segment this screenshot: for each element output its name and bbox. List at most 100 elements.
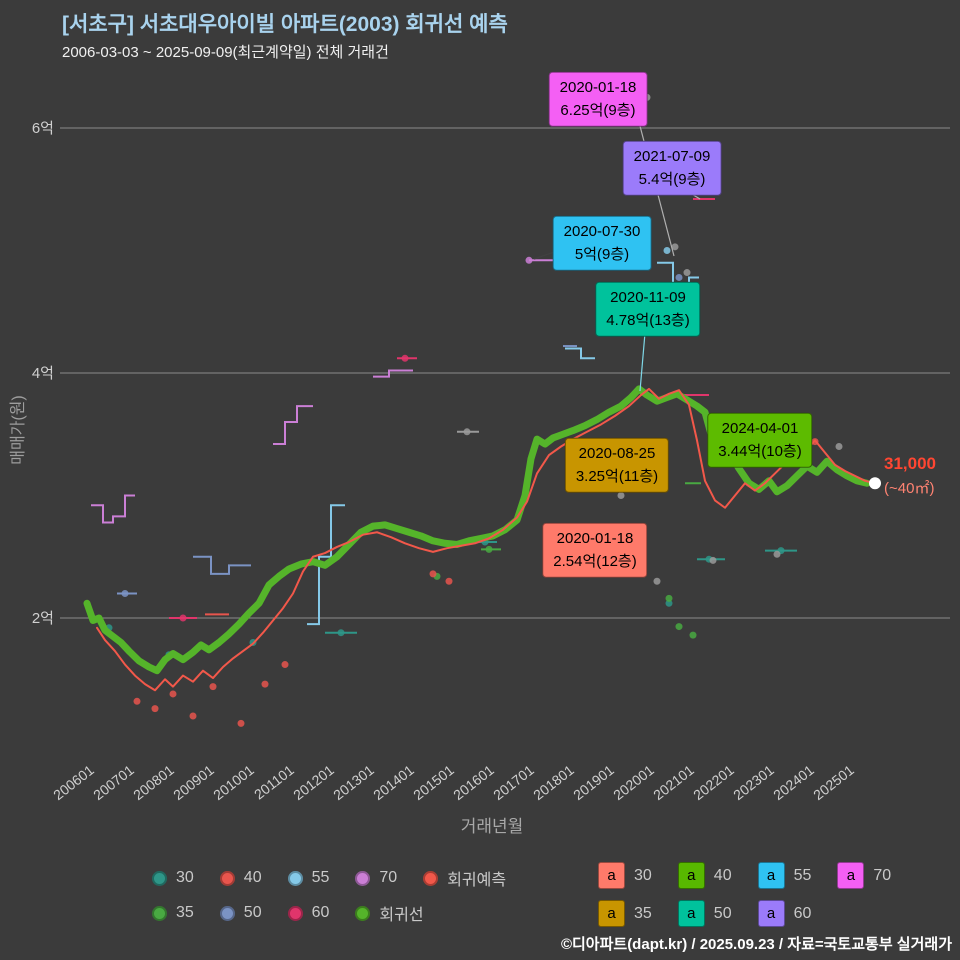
annotation-date: 2020-08-25 (578, 444, 656, 462)
annotation-legend: a 30 a 40 a 55 a 70 a 35 a 50 (598, 862, 891, 938)
series-marker-icon (219, 870, 235, 886)
swatch-item-40: a 40 (677, 862, 732, 889)
annotation-price: 5억(9층) (574, 246, 630, 263)
series-marker-icon (287, 870, 303, 886)
legend-item-30: 30 (152, 869, 194, 887)
series-marker-icon (219, 905, 235, 921)
scatter-segment-size-70 (91, 494, 135, 524)
x-tick-label: 202201 (690, 762, 737, 804)
annotation-swatch-icon: a (757, 862, 785, 889)
x-tick-label: 202501 (810, 762, 857, 804)
scatter-dot-size-40 (133, 697, 141, 705)
scatter-dot-size-50 (121, 590, 129, 597)
x-tick-label: 202101 (650, 762, 697, 804)
swatch-item-55: a 55 (757, 862, 811, 889)
annotation-callout: 2020-01-18 6.25억(9층) (548, 71, 648, 127)
series-marker-icon (355, 905, 371, 921)
legend-item-50: 50 (219, 904, 262, 922)
scatter-dot-size-60 (179, 614, 187, 622)
latest-price-area: (~40㎡) (884, 480, 935, 497)
scatter-segment-size-70 (273, 405, 313, 446)
scatter-dot-misc (835, 443, 843, 450)
series-marker-icon (423, 870, 439, 886)
scatter-dot-size-35 (485, 545, 493, 553)
scatter-dot-size-40 (189, 712, 197, 720)
annotation-swatch-icon: a (598, 862, 625, 889)
latest-price-label: 31,000 (~40㎡) (884, 454, 936, 498)
x-axis-label: 거래년월 (460, 817, 524, 836)
swatch-item-35: a 35 (598, 900, 652, 927)
x-tick-label: 201201 (290, 762, 337, 804)
y-axis-label: 매매가(원) (10, 395, 27, 465)
scatter-segment-size-50 (193, 555, 251, 575)
scatter-segment-size-55 (307, 504, 345, 626)
annotation-callout: 2021-07-09 5.4억(9층) (622, 140, 722, 196)
legend-item-35: 35 (152, 904, 194, 922)
page-subtitle: 2006-03-03 ~ 2025-09-09(최근계약일) 전체 거래건 (62, 44, 389, 61)
scatter-dot-misc (773, 550, 781, 558)
scatter-dot-misc (683, 269, 691, 277)
scatter-dot-size-35 (675, 623, 683, 631)
prediction-end-marker (869, 477, 881, 490)
scatter-dot-size-40 (237, 719, 245, 727)
scatter-dot-size-40 (281, 661, 289, 669)
x-tick-label: 202001 (610, 762, 657, 804)
series-marker-icon (152, 905, 167, 921)
annotation-callout: 2020-08-25 3.25억(11층) (564, 437, 670, 493)
annotation-swatch-icon: a (598, 900, 625, 927)
annotation-swatch-icon: a (837, 862, 865, 889)
annotation-date: 2021-07-09 (633, 147, 711, 165)
annotation-swatch-icon: a (757, 900, 785, 927)
annotation-callout: 2020-11-09 4.78억(13층) (595, 281, 701, 337)
scatter-dot-misc (617, 492, 625, 499)
swatch-item-50: a 50 (677, 900, 732, 927)
scatter-dot-misc (463, 428, 471, 436)
annotation-date: 2020-11-09 (610, 288, 686, 306)
legend-item-40: 40 (219, 869, 262, 887)
marker-legend: 30 40 55 70 회귀예측 35 (152, 866, 506, 936)
annotation-date: 2020-07-30 (563, 222, 641, 240)
x-tick-label: 201601 (450, 762, 497, 804)
scatter-dot-size-40 (151, 705, 159, 713)
scatter-dot-size-35 (689, 631, 697, 639)
series-marker-icon (287, 905, 303, 921)
annotation-date: 2024-04-01 (721, 419, 799, 437)
scatter-dot-misc (671, 243, 679, 251)
annotation-swatch-icon: a (677, 862, 705, 889)
x-tick-label: 201801 (530, 762, 577, 804)
annotation-swatch-icon: a (677, 900, 705, 927)
scatter-dot-size-40 (169, 690, 177, 698)
annotation-date: 2020-01-18 (559, 78, 637, 96)
scatter-dot-size-35 (665, 594, 673, 602)
y-tick-label: 6억 (32, 120, 54, 137)
series-marker-icon (152, 870, 167, 886)
scatter-dot-size-40 (429, 570, 437, 578)
swatch-item-30: a 30 (598, 862, 652, 889)
annotation-price: 3.25억(11층) (575, 468, 659, 485)
annotation-connector (639, 332, 646, 392)
legend-item-55: 55 (287, 869, 329, 887)
annotation-callout: 2020-01-18 2.54억(12층) (542, 522, 648, 578)
annotation-legend-row-2: a 35 a 50 a 60 (598, 900, 891, 927)
prediction-line (96, 387, 876, 692)
page-title: [서초구] 서초대우아이빌 아파트(2003) 회귀선 예측 (62, 13, 508, 36)
annotation-price: 6.25억(9층) (560, 102, 636, 119)
annotation-legend-row-1: a 30 a 40 a 55 a 70 (598, 862, 891, 889)
x-tick-label: 201301 (330, 762, 377, 804)
annotation-callout: 2020-07-30 5억(9층) (552, 215, 652, 271)
legend-item-60: 60 (287, 904, 329, 922)
scatter-segment-size-70 (373, 369, 413, 378)
x-tick-label: 200601 (50, 762, 97, 804)
x-tick-label: 200701 (90, 762, 137, 804)
scatter-dot-size-70 (525, 256, 533, 264)
x-tick-label: 201501 (410, 762, 457, 804)
marker-legend-row-1: 30 40 55 70 회귀예측 (152, 866, 506, 890)
annotation-price: 4.78억(13층) (606, 312, 690, 329)
y-tick-label: 2억 (32, 610, 54, 627)
scatter-segment-size-55 (565, 347, 595, 360)
y-tick-label: 4억 (32, 365, 54, 382)
scatter-dot-size-30 (665, 599, 673, 607)
x-tick-label: 201101 (251, 762, 297, 803)
annotation-price: 3.44억(10층) (718, 443, 802, 460)
scatter-dot-size-40 (209, 683, 217, 691)
